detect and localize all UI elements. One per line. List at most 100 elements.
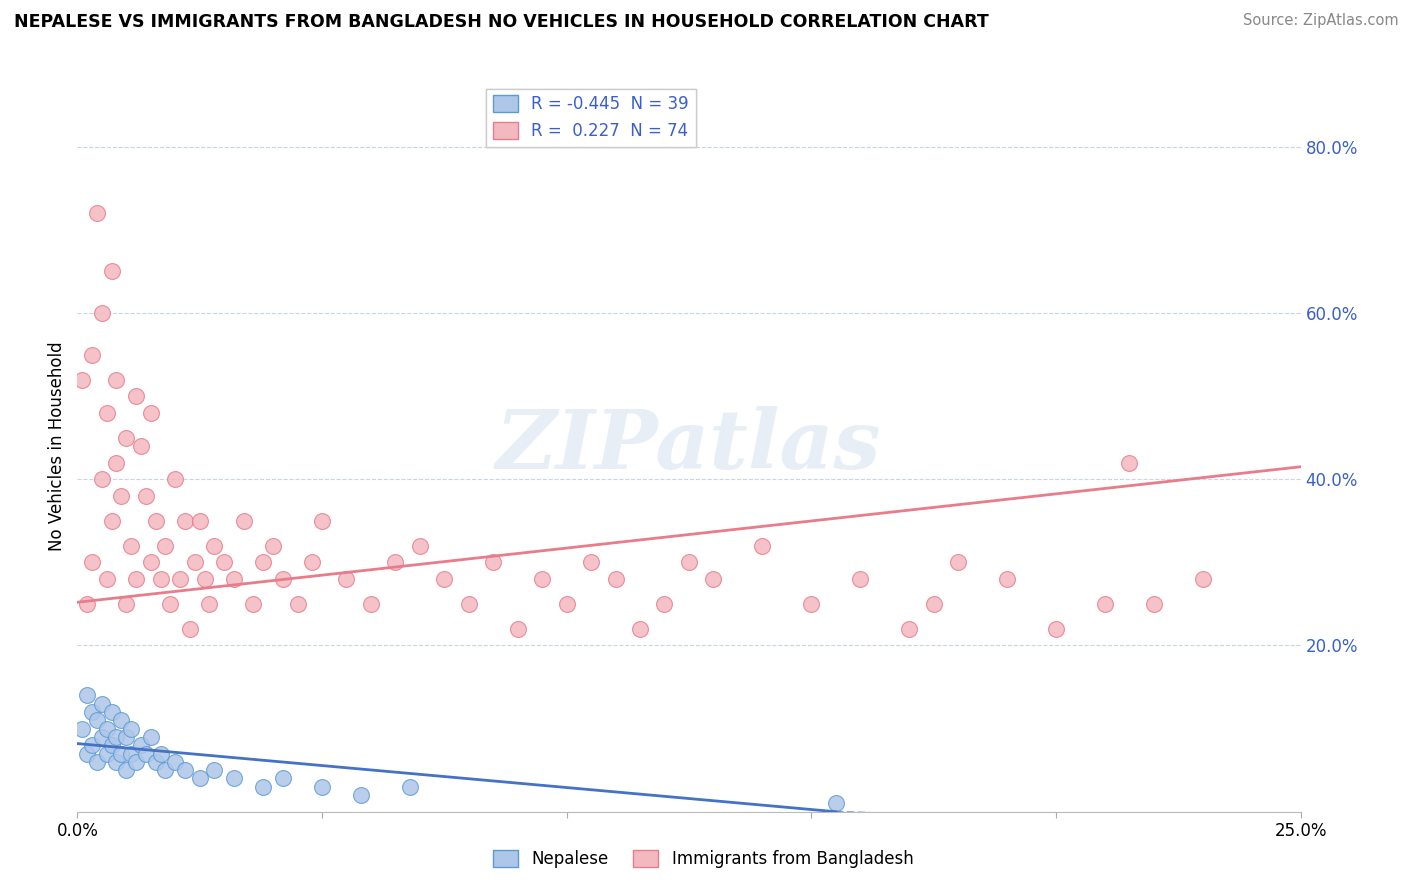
Point [433,572,456,586]
Point [155,539,177,553]
Point [628,622,651,636]
Point [120,539,142,553]
Point [76,689,98,703]
Point [90,306,112,320]
Point [252,555,274,569]
Point [702,572,724,586]
Point [129,738,152,752]
Point [105,456,128,470]
Point [135,489,157,503]
Point [202,539,225,553]
Point [335,572,357,586]
Point [149,747,172,761]
Point [115,597,138,611]
Point [76,597,98,611]
Point [90,697,112,711]
Point [188,772,211,786]
Point [1191,572,1213,586]
Point [70,722,93,736]
Point [457,597,479,611]
Point [80,555,103,569]
Point [184,555,207,569]
Point [96,747,118,761]
Text: ZIPatlas: ZIPatlas [496,406,882,486]
Point [301,555,323,569]
Point [120,722,142,736]
Point [96,722,118,736]
Point [110,489,132,503]
Point [100,738,122,752]
Point [100,264,122,278]
Point [800,597,823,611]
Point [605,572,627,586]
Legend: Nepalese, Immigrants from Bangladesh: Nepalese, Immigrants from Bangladesh [486,843,920,875]
Point [350,788,373,802]
Point [105,372,128,386]
Text: Source: ZipAtlas.com: Source: ZipAtlas.com [1243,13,1399,29]
Point [222,772,245,786]
Point [946,555,969,569]
Point [115,431,138,445]
Point [188,514,211,528]
Point [90,730,112,744]
Point [86,755,108,769]
Point [824,797,846,811]
Point [139,406,162,420]
Point [922,597,945,611]
Legend: R = -0.445  N = 39, R =  0.227  N = 74: R = -0.445 N = 39, R = 0.227 N = 74 [486,88,696,146]
Point [222,572,245,586]
Point [399,780,422,794]
Point [80,738,103,752]
Point [125,389,148,403]
Point [139,555,162,569]
Point [202,763,225,777]
Point [198,597,221,611]
Point [139,730,162,744]
Point [86,714,108,728]
Point [262,539,284,553]
Text: NEPALESE VS IMMIGRANTS FROM BANGLADESH NO VEHICLES IN HOUSEHOLD CORRELATION CHAR: NEPALESE VS IMMIGRANTS FROM BANGLADESH N… [14,13,988,31]
Point [1094,597,1116,611]
Point [80,347,103,362]
Point [96,406,118,420]
Point [105,730,128,744]
Point [90,472,112,486]
Point [995,572,1018,586]
Point [149,572,172,586]
Point [409,539,432,553]
Point [145,514,167,528]
Point [360,597,382,611]
Point [898,622,921,636]
Point [555,597,578,611]
Point [110,714,132,728]
Point [482,555,505,569]
Point [165,472,187,486]
Point [242,597,264,611]
Point [159,597,181,611]
Point [145,755,167,769]
Point [129,439,152,453]
Point [174,763,197,777]
Point [115,730,138,744]
Point [311,514,333,528]
Point [179,622,201,636]
Point [100,514,122,528]
Point [271,772,294,786]
Point [100,705,122,719]
Y-axis label: No Vehicles in Household: No Vehicles in Household [48,341,66,551]
Point [70,372,93,386]
Point [311,780,333,794]
Point [125,755,148,769]
Point [110,747,132,761]
Point [287,597,309,611]
Point [120,747,142,761]
Point [506,622,529,636]
Point [86,206,108,220]
Point [1118,456,1140,470]
Point [80,705,103,719]
Point [105,755,128,769]
Point [76,747,98,761]
Point [212,555,235,569]
Point [1045,622,1067,636]
Point [115,763,138,777]
